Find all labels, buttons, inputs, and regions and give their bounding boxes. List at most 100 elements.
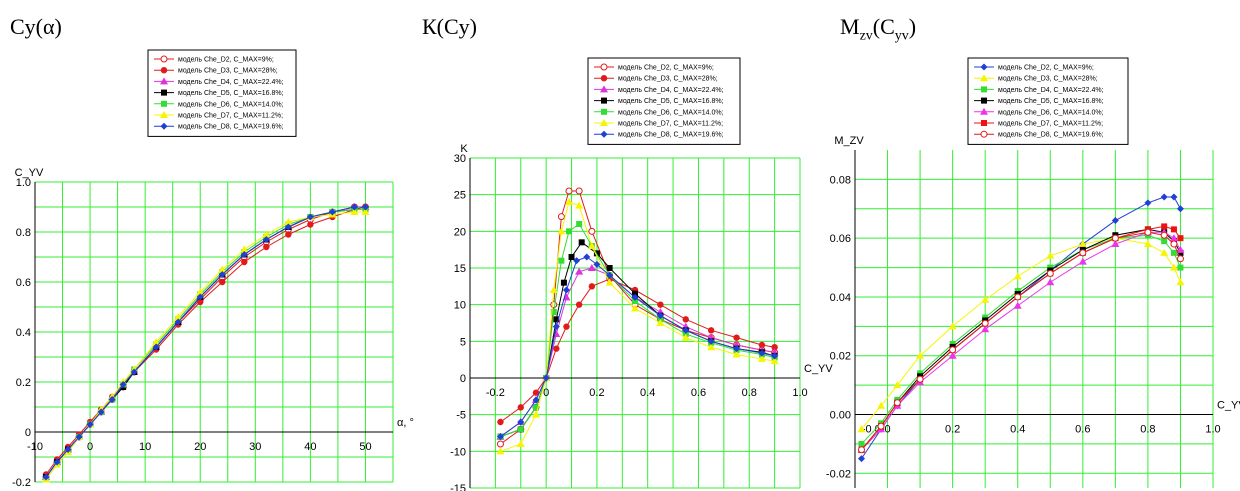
data-point-D8 <box>707 337 715 345</box>
x-tick-label: 40 <box>304 441 316 453</box>
y-tick-label: -5 <box>456 410 466 422</box>
data-point-D3 <box>1078 240 1087 248</box>
data-point-D2 <box>588 227 596 235</box>
legend-box <box>967 57 1129 145</box>
y-tick-label: 10 <box>454 300 466 312</box>
data-point-D7 <box>532 410 540 418</box>
data-point-D7 <box>732 350 741 358</box>
data-point-D3 <box>682 316 689 323</box>
y-axis-label: K <box>460 143 468 155</box>
data-point-D2 <box>575 187 583 195</box>
x-tick-label: 0.4 <box>1010 424 1025 436</box>
x-tick-label: 0.8 <box>742 387 757 399</box>
data-point-D4 <box>1161 238 1168 245</box>
x-axis-label: C_YV <box>804 363 833 375</box>
data-point-D6 <box>632 298 638 304</box>
data-point-D3 <box>563 323 570 330</box>
legend-marker <box>601 97 607 104</box>
data-point-D2 <box>565 187 573 195</box>
legend-entry: модель Che_D4, C_MAX=22.4%; <box>618 87 724 94</box>
data-point-D3 <box>893 381 902 389</box>
x-tick-label: 0.2 <box>945 424 960 436</box>
data-point-D7 <box>218 265 227 273</box>
data-point-D8 <box>858 446 866 454</box>
series-line-D6 <box>500 223 775 438</box>
legend-box <box>587 57 741 145</box>
chart3-heading-sub1: zv <box>859 28 873 44</box>
chart3-heading-main: M <box>840 14 860 39</box>
legend-box <box>147 49 297 137</box>
data-point-D7 <box>350 208 359 215</box>
data-point-D8 <box>583 253 591 261</box>
data-point-D7 <box>516 440 525 447</box>
y-tick-label: 0 <box>460 373 466 385</box>
data-point-D3 <box>197 298 204 306</box>
data-point-D8 <box>552 323 560 331</box>
legend-marker <box>981 120 987 126</box>
data-point-D7 <box>707 343 716 351</box>
data-point-D8 <box>733 345 741 353</box>
data-point-D7 <box>174 313 183 320</box>
legend-entry: модель Che_D4, C_MAX=22.4%; <box>178 79 284 86</box>
data-point-D6 <box>981 325 990 333</box>
y-tick-label: 0.04 <box>830 292 851 304</box>
data-point-D7 <box>361 208 370 215</box>
chart2-heading: К(Cy) <box>422 14 477 40</box>
x-tick-label: 1.0 <box>792 387 807 399</box>
data-point-D8 <box>916 375 924 383</box>
data-point-D6 <box>576 221 583 227</box>
chart3-heading-close: ) <box>908 14 917 39</box>
data-point-D8 <box>532 396 540 404</box>
data-point-D8 <box>1111 234 1119 242</box>
x-tick-label: 0.4 <box>640 387 655 399</box>
data-point-D4 <box>858 440 865 447</box>
data-point-D7 <box>196 288 205 295</box>
data-point-D8 <box>496 433 504 441</box>
legend-marker <box>160 55 168 63</box>
data-point-D3 <box>1143 240 1152 248</box>
data-point-D7 <box>262 230 271 238</box>
series-line-D3 <box>45 206 366 475</box>
data-point-D8 <box>130 368 138 376</box>
data-point-D8 <box>1170 240 1178 248</box>
y-tick-label: -0.02 <box>826 468 851 480</box>
data-point-D5 <box>632 290 638 297</box>
x-tick-label: 0 <box>884 424 890 436</box>
data-point-D8 <box>97 408 105 416</box>
data-point-D7 <box>549 286 558 293</box>
data-point-D3 <box>219 278 226 286</box>
chart3-heading-paren: (C <box>872 14 895 39</box>
x-tick-label: 1.0 <box>1205 424 1220 436</box>
legend-marker <box>980 63 988 71</box>
data-point-D3 <box>553 345 560 352</box>
data-point-D3 <box>497 418 504 426</box>
data-point-D3 <box>1013 272 1022 280</box>
data-point-D5 <box>593 250 600 257</box>
x-tick-label: 0 <box>87 441 93 453</box>
data-point-D8 <box>1144 228 1152 236</box>
data-point-D8 <box>152 343 160 351</box>
legend-entry: модель Che_D8, C_MAX=19.6%; <box>998 132 1104 139</box>
legend-marker <box>161 100 167 107</box>
legend-marker <box>981 97 987 104</box>
legend-entry: модель Che_D5, C_MAX=16.8%; <box>998 98 1104 105</box>
data-point-D8 <box>174 318 182 326</box>
legend-entry: модель Che_D6, C_MAX=14.0%; <box>178 101 284 108</box>
data-point-D6 <box>558 257 565 264</box>
data-point-D7 <box>575 201 584 209</box>
x-axis-label: α, ° <box>397 417 414 429</box>
legend-entry: модель Che_D7, C_MAX=11.2%; <box>618 121 723 128</box>
data-point-D6 <box>517 426 524 433</box>
x-tick-label: 10 <box>139 441 151 453</box>
data-point-D2 <box>557 213 565 221</box>
data-point-D8 <box>196 293 204 301</box>
x-tick-label: 0.2 <box>589 387 604 399</box>
legend-marker <box>160 122 168 130</box>
series-line-D7 <box>500 201 775 452</box>
chart1-heading-text: Cy(α) <box>10 14 62 39</box>
data-point-D7 <box>681 333 690 341</box>
data-point-D3 <box>263 243 270 251</box>
data-point-D3 <box>657 301 664 308</box>
data-point-D8 <box>42 473 50 481</box>
